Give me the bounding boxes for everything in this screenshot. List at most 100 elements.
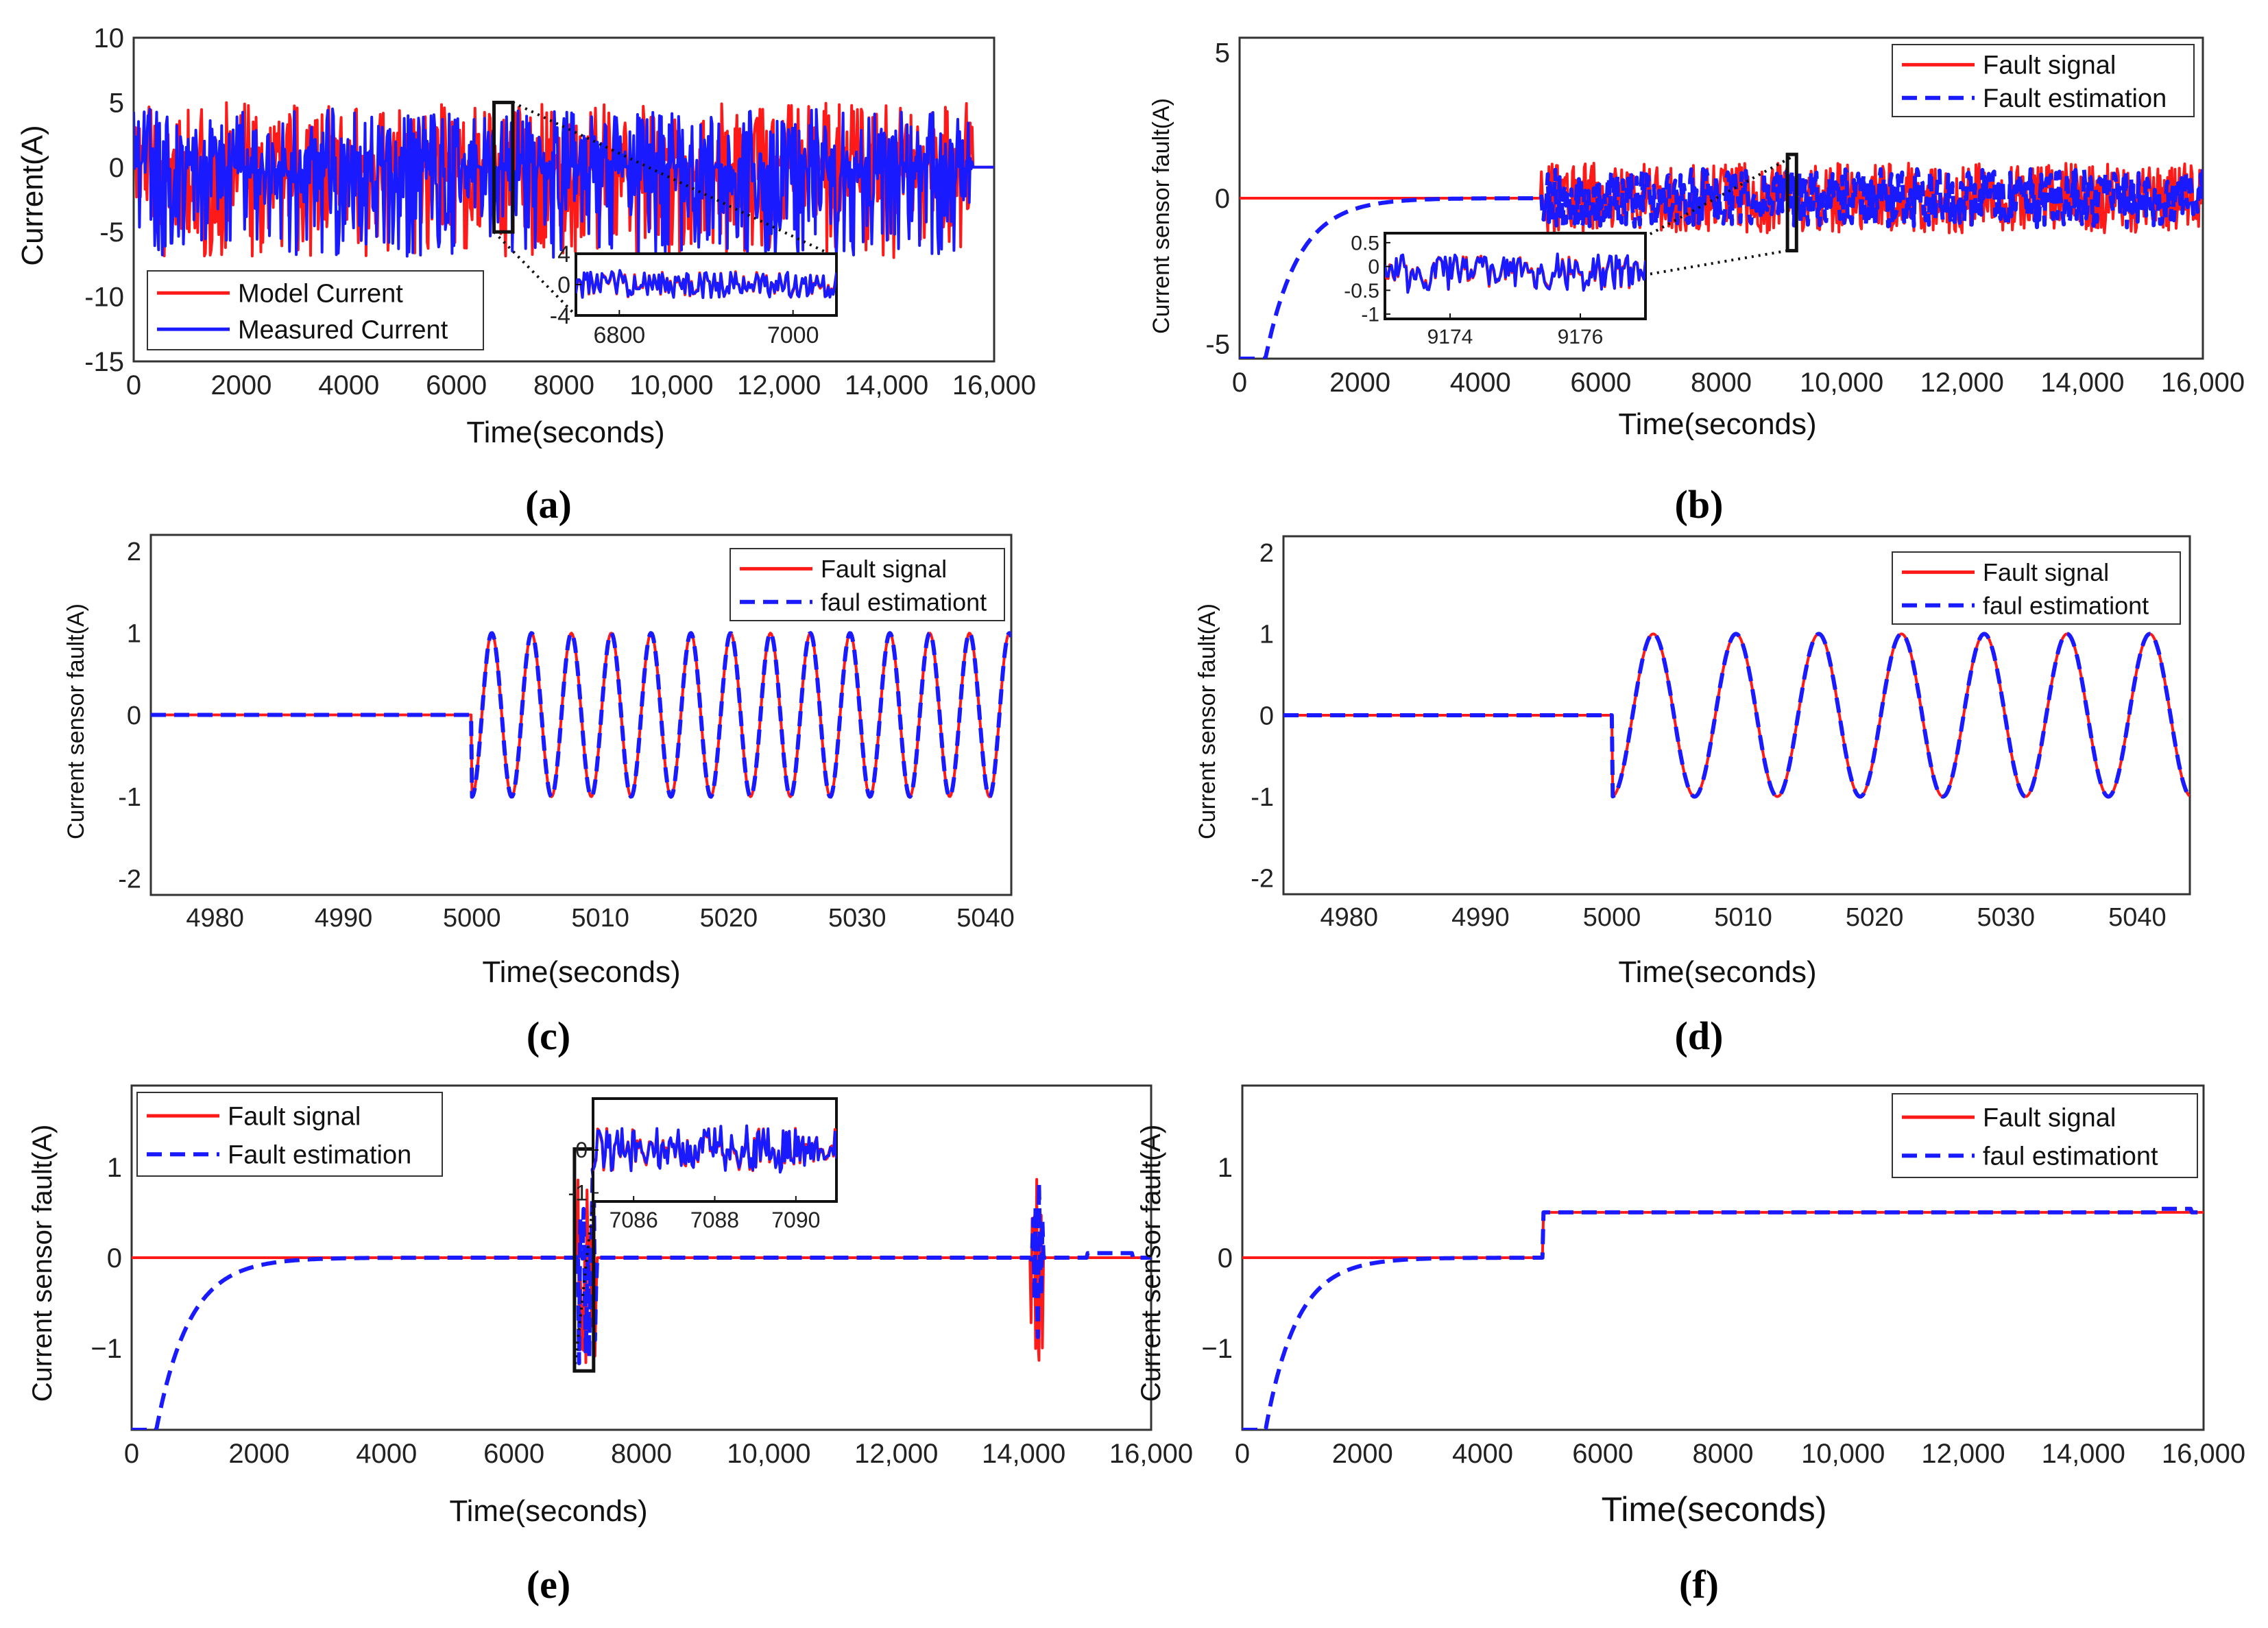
panel-a-xlabel: Time(seconds): [466, 416, 664, 449]
panel-c-ylabel: Current sensor fault(A): [63, 603, 89, 839]
panel-a-inset-ytick-label: 4: [557, 241, 570, 267]
panel-a-xtick-label: 10,000: [629, 370, 713, 400]
panel-a-inset-series-blue: [576, 269, 836, 300]
panel-b-xtick-label: 12,000: [1920, 368, 2004, 398]
panel-b-connector-line: [1645, 153, 1798, 238]
panel-b-ytick-label: -5: [1205, 330, 1230, 360]
panel-b-xlabel: Time(seconds): [1618, 407, 1816, 441]
panel-c-xtick-label: 5030: [828, 904, 886, 933]
panel-b-inset-ytick-label: -0.5: [1344, 280, 1379, 302]
panel-a-ytick-label: 0: [109, 153, 124, 183]
panel-b: 0 2000 4000 6000 8000 10,000 12,000 14,000 16,00…: [1148, 36, 2245, 527]
panel-e-inset-series: [593, 1124, 836, 1174]
panel-c-legend-label: faul estimationt: [821, 588, 987, 616]
panel-f-xtick-label: 6000: [1572, 1439, 1633, 1469]
panel-f-xtick-label: 16,000: [2162, 1439, 2245, 1469]
panel-e-inset-ytick-label: -1: [568, 1181, 588, 1206]
panel-a-legend-label: Model Current: [238, 280, 403, 309]
panel-e-xtick-label: 6000: [483, 1439, 544, 1469]
panel-d-ytick-label: -2: [1251, 865, 1274, 894]
panel-e-legend-box: [136, 1092, 443, 1177]
panel-e-inset-ytick-label: 0: [575, 1138, 588, 1162]
panel-d-ytick-label: 1: [1259, 621, 1274, 649]
panel-c-xtick-label: 5020: [700, 904, 758, 933]
panel-d-series: [1283, 632, 2190, 799]
panel-a-inset-series: [576, 269, 836, 300]
panel-b-legend: Fault signal Fault estimation: [1892, 44, 2195, 117]
panel-b-ylabel: Current sensor fault(A): [1148, 98, 1174, 334]
panel-e-xtick-label: 10,000: [727, 1439, 810, 1469]
panel-b-inset: 9174 9176 0.50-0.5-1: [1344, 153, 1798, 348]
panel-e: 0 2000 4000 6000 8000 10,000 12,000 14,000 16,00…: [27, 1084, 1193, 1607]
panel-a-zoom-box: [492, 100, 515, 234]
panel-b-legend-label: Fault estimation: [1983, 84, 2167, 113]
panel-e-legend: Fault signal Fault estimation: [136, 1092, 443, 1177]
panel-e-ytick-label: 0: [107, 1243, 122, 1273]
panel-e-ytick-label: 1: [107, 1153, 122, 1183]
panel-f-legend-box: [1892, 1093, 2198, 1178]
panel-a: 0 2000 4000 6000 8000 10,000 12,000 14,000 16,00…: [16, 23, 1036, 527]
panel-c-ytick-label: -2: [118, 865, 141, 894]
panel-f-xtick-label: 14,000: [2042, 1439, 2125, 1469]
panel-c-series: [151, 631, 1011, 799]
panel-e-legend-label: Fault estimation: [228, 1141, 411, 1170]
panel-f-xtick-label: 12,000: [1921, 1439, 2005, 1469]
panel-a-legend-box: [147, 270, 484, 350]
panel-b-xtick-label: 6000: [1570, 368, 1631, 398]
panel-f: 0 2000 4000 6000 8000 10,000 12,000 14,000 16,00…: [1136, 1084, 2245, 1607]
panel-e-xtick-label: 8000: [611, 1439, 672, 1469]
panel-d-xtick-label: 5010: [1714, 903, 1772, 932]
panel-a-inset-ytick-label: 0: [557, 272, 570, 298]
panel-b-inset-ytick-label: 0.5: [1351, 232, 1379, 254]
panel-e-xtick-label: 14,000: [982, 1439, 1065, 1469]
panel-f-xtick-label: 8000: [1693, 1439, 1754, 1469]
panel-c-ticks: 4980 4990 5000 5010 5020 5030 5040 2 1 0 -1 -2: [118, 538, 1015, 933]
panel-b-inset-series-blue: [1385, 252, 1645, 294]
panel-a-ytick-label: 5: [109, 88, 124, 118]
panel-b-xtick-label: 14,000: [2040, 368, 2124, 398]
panel-b-xtick-label: 16,000: [2161, 368, 2245, 398]
panel-b-ticks: 0 2000 4000 6000 8000 10,000 12,000 14,000 16,00…: [1205, 38, 2245, 398]
panel-f-caption: (f): [1679, 1562, 1719, 1607]
panel-e-ytick-label: −1: [91, 1334, 122, 1364]
panel-a-inset-ytick-label: -4: [550, 303, 570, 329]
panel-f-series: [1242, 1206, 2204, 1430]
panel-e-inset-xtick-label: 7090: [771, 1208, 820, 1232]
panel-e-inset-xtick-label: 7086: [610, 1208, 658, 1232]
panel-d-xtick-label: 5040: [2108, 903, 2167, 932]
panel-b-legend-box: [1892, 44, 2195, 117]
panel-e-series: [132, 1167, 1151, 1430]
panel-b-xtick-label: 2000: [1329, 368, 1390, 398]
panel-a-xtick-label: 12,000: [737, 370, 821, 400]
panel-a-ytick-label: -15: [84, 347, 124, 377]
panel-a-legend-label: Measured Current: [238, 315, 448, 344]
panel-c-ytick-label: 0: [127, 702, 141, 730]
panel-a-ytick-label: -5: [99, 217, 124, 248]
panel-d-ticks: 4980 4990 5000 5010 5020 5030 5040 2 1 0 -1 -2: [1251, 539, 2166, 932]
panel-d-xtick-label: 4990: [1451, 903, 1510, 932]
panel-c-xtick-label: 5000: [443, 904, 501, 933]
panel-d-caption: (d): [1675, 1014, 1724, 1058]
panel-b-inset-ytick-label: -1: [1361, 304, 1379, 326]
panel-a-caption: (a): [525, 482, 572, 527]
panel-f-xlabel: Time(seconds): [1602, 1490, 1827, 1529]
panel-d-series-blue: [1283, 632, 2190, 799]
panel-a-xtick-label: 6000: [426, 370, 487, 400]
panel-d-xtick-label: 5000: [1583, 903, 1641, 932]
panel-d-xtick-label: 4980: [1320, 903, 1379, 932]
panel-a-xtick-label: 8000: [533, 370, 594, 400]
panel-c-ytick-label: -1: [118, 783, 141, 812]
panel-e-xtick-label: 4000: [356, 1439, 417, 1469]
panel-b-caption: (b): [1675, 482, 1724, 527]
panel-a-xtick-label: 14,000: [845, 370, 928, 400]
panel-f-legend-label: faul estimationt: [1983, 1142, 2158, 1171]
panel-e-xtick-label: 16,000: [1109, 1439, 1193, 1469]
panel-e-connector-line: [572, 1201, 594, 1372]
panel-c-ytick-label: 2: [127, 538, 141, 566]
panel-e-inset-xtick-label: 7088: [690, 1208, 739, 1232]
panel-b-ytick-label: 0: [1215, 184, 1230, 214]
panel-d-legend-label: faul estimationt: [1983, 591, 2149, 619]
panel-d-xtick-label: 5030: [1977, 903, 2035, 932]
panel-e-inset: 7086 7088 7090 0 -1: [568, 1097, 838, 1372]
